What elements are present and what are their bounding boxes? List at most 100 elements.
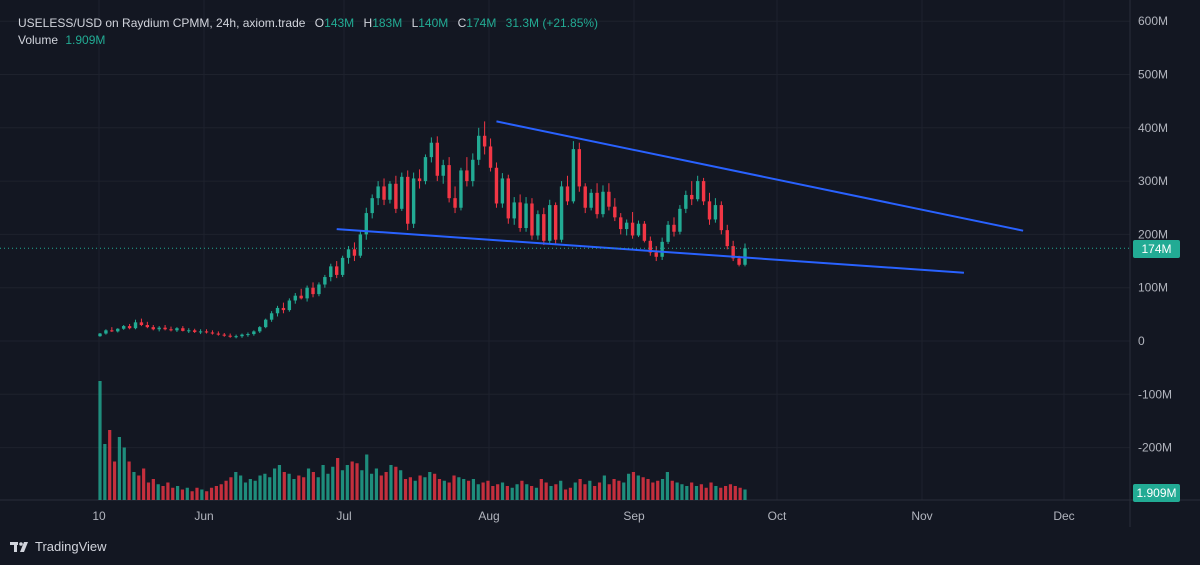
volume-bar xyxy=(185,487,189,500)
candle-body xyxy=(181,328,185,331)
volume-bar xyxy=(292,479,296,500)
candle-body xyxy=(116,328,120,332)
candle-body xyxy=(435,142,439,176)
volume-bar xyxy=(263,473,267,500)
volume-bar xyxy=(433,473,437,500)
volume-bar xyxy=(360,470,364,500)
price-tick-label: 100M xyxy=(1138,281,1168,295)
candle-body xyxy=(222,334,226,336)
candle-body xyxy=(204,331,209,333)
volume-bar xyxy=(442,480,446,500)
volume-bar xyxy=(219,484,223,500)
volume-bar xyxy=(428,472,432,500)
candle-body xyxy=(175,328,179,331)
volume-bar xyxy=(597,482,602,500)
candle-body xyxy=(98,333,102,337)
volume-bar xyxy=(180,489,185,500)
volume-bar xyxy=(374,468,379,500)
price-tick-label: 200M xyxy=(1138,227,1168,241)
volume-bar xyxy=(272,468,277,500)
volume-bar xyxy=(369,473,374,500)
volume-bar xyxy=(214,486,218,500)
last-price-badge: 174M xyxy=(1133,240,1180,258)
candle-body xyxy=(139,322,144,326)
candle-body xyxy=(607,191,611,207)
volume-bar xyxy=(593,486,597,500)
volume-bar xyxy=(331,466,335,500)
candle-body xyxy=(619,217,623,230)
price-tick-label: 500M xyxy=(1138,68,1168,82)
candle-body xyxy=(542,214,546,241)
volume-bar xyxy=(209,487,214,500)
close-value: 174M xyxy=(466,16,497,30)
high-label: H xyxy=(363,16,373,30)
volume-bar xyxy=(394,466,398,500)
candle-body xyxy=(311,287,315,295)
candle-body xyxy=(423,157,428,182)
volume-bar xyxy=(457,477,461,500)
candle-body xyxy=(601,191,605,215)
tradingview-logo[interactable]: TradingView xyxy=(10,539,107,554)
volume-bar xyxy=(355,463,359,500)
trendline-upper[interactable] xyxy=(496,120,1024,232)
close-label: C xyxy=(457,16,467,30)
candle-body xyxy=(394,183,398,209)
candle-body xyxy=(701,181,706,202)
volume-bar xyxy=(476,484,480,500)
volume-bar xyxy=(132,472,136,500)
chart-legend: USELESS/USD on Raydium CPMM, 24h, axiom.… xyxy=(18,15,598,49)
volume-bar xyxy=(500,482,505,500)
candle-body xyxy=(346,249,351,258)
candle-body xyxy=(488,146,493,168)
volume-value: 1.909M xyxy=(65,33,106,47)
candle-body xyxy=(376,186,380,199)
candle-body xyxy=(553,205,558,240)
volume-bar xyxy=(534,487,539,500)
candle-body xyxy=(246,334,250,336)
volume-bar xyxy=(612,479,616,500)
change-value: 31.3M (+21.85%) xyxy=(505,16,599,30)
volume-bar xyxy=(205,491,209,500)
volume-bar xyxy=(525,484,529,500)
volume-bar xyxy=(549,486,553,500)
time-axis[interactable]: 10 Jun Jul Aug Sep Oct Nov Dec xyxy=(92,509,1074,523)
symbol-title[interactable]: USELESS/USD on Raydium CPMM, 24h, axiom.… xyxy=(18,16,306,30)
volume-bar xyxy=(137,475,141,500)
price-tick-label: -100M xyxy=(1138,387,1172,401)
candle-body xyxy=(725,230,729,247)
candle-body xyxy=(317,284,321,295)
candle-body xyxy=(370,198,374,214)
candle-body xyxy=(453,198,457,208)
volume-bar xyxy=(690,482,694,500)
trendlines[interactable] xyxy=(336,120,1024,274)
volume-bar xyxy=(326,473,330,500)
volume-bar xyxy=(418,475,422,500)
candle-body xyxy=(565,186,570,202)
time-tick-label: Jul xyxy=(336,509,351,523)
candle-body xyxy=(429,142,434,158)
candle-body xyxy=(151,327,155,330)
volume-label[interactable]: Volume xyxy=(18,33,59,47)
volume-bar xyxy=(403,479,408,500)
volume-bar xyxy=(481,482,485,500)
volume-bar xyxy=(699,484,703,500)
volume-bar xyxy=(709,482,713,500)
volume-bar xyxy=(656,480,660,500)
trendline-lower[interactable] xyxy=(336,228,965,274)
price-tick-label: 0 xyxy=(1138,334,1145,348)
volume-bar xyxy=(539,479,543,500)
volume-bar xyxy=(660,479,665,500)
candle-body xyxy=(145,325,150,328)
price-axis[interactable]: 600M 500M 400M 300M 200M 100M 0 -100M -200M xyxy=(1138,14,1172,454)
volume-bar xyxy=(515,484,519,500)
volume-bar xyxy=(408,477,412,500)
candle-body xyxy=(121,326,126,329)
tradingview-icon xyxy=(10,541,28,552)
volume-bar xyxy=(336,458,340,500)
volume-bar xyxy=(583,484,587,500)
candle-body xyxy=(352,249,357,256)
volume-bar xyxy=(146,482,151,500)
volume-bar xyxy=(340,470,345,500)
candle-body xyxy=(364,213,368,235)
